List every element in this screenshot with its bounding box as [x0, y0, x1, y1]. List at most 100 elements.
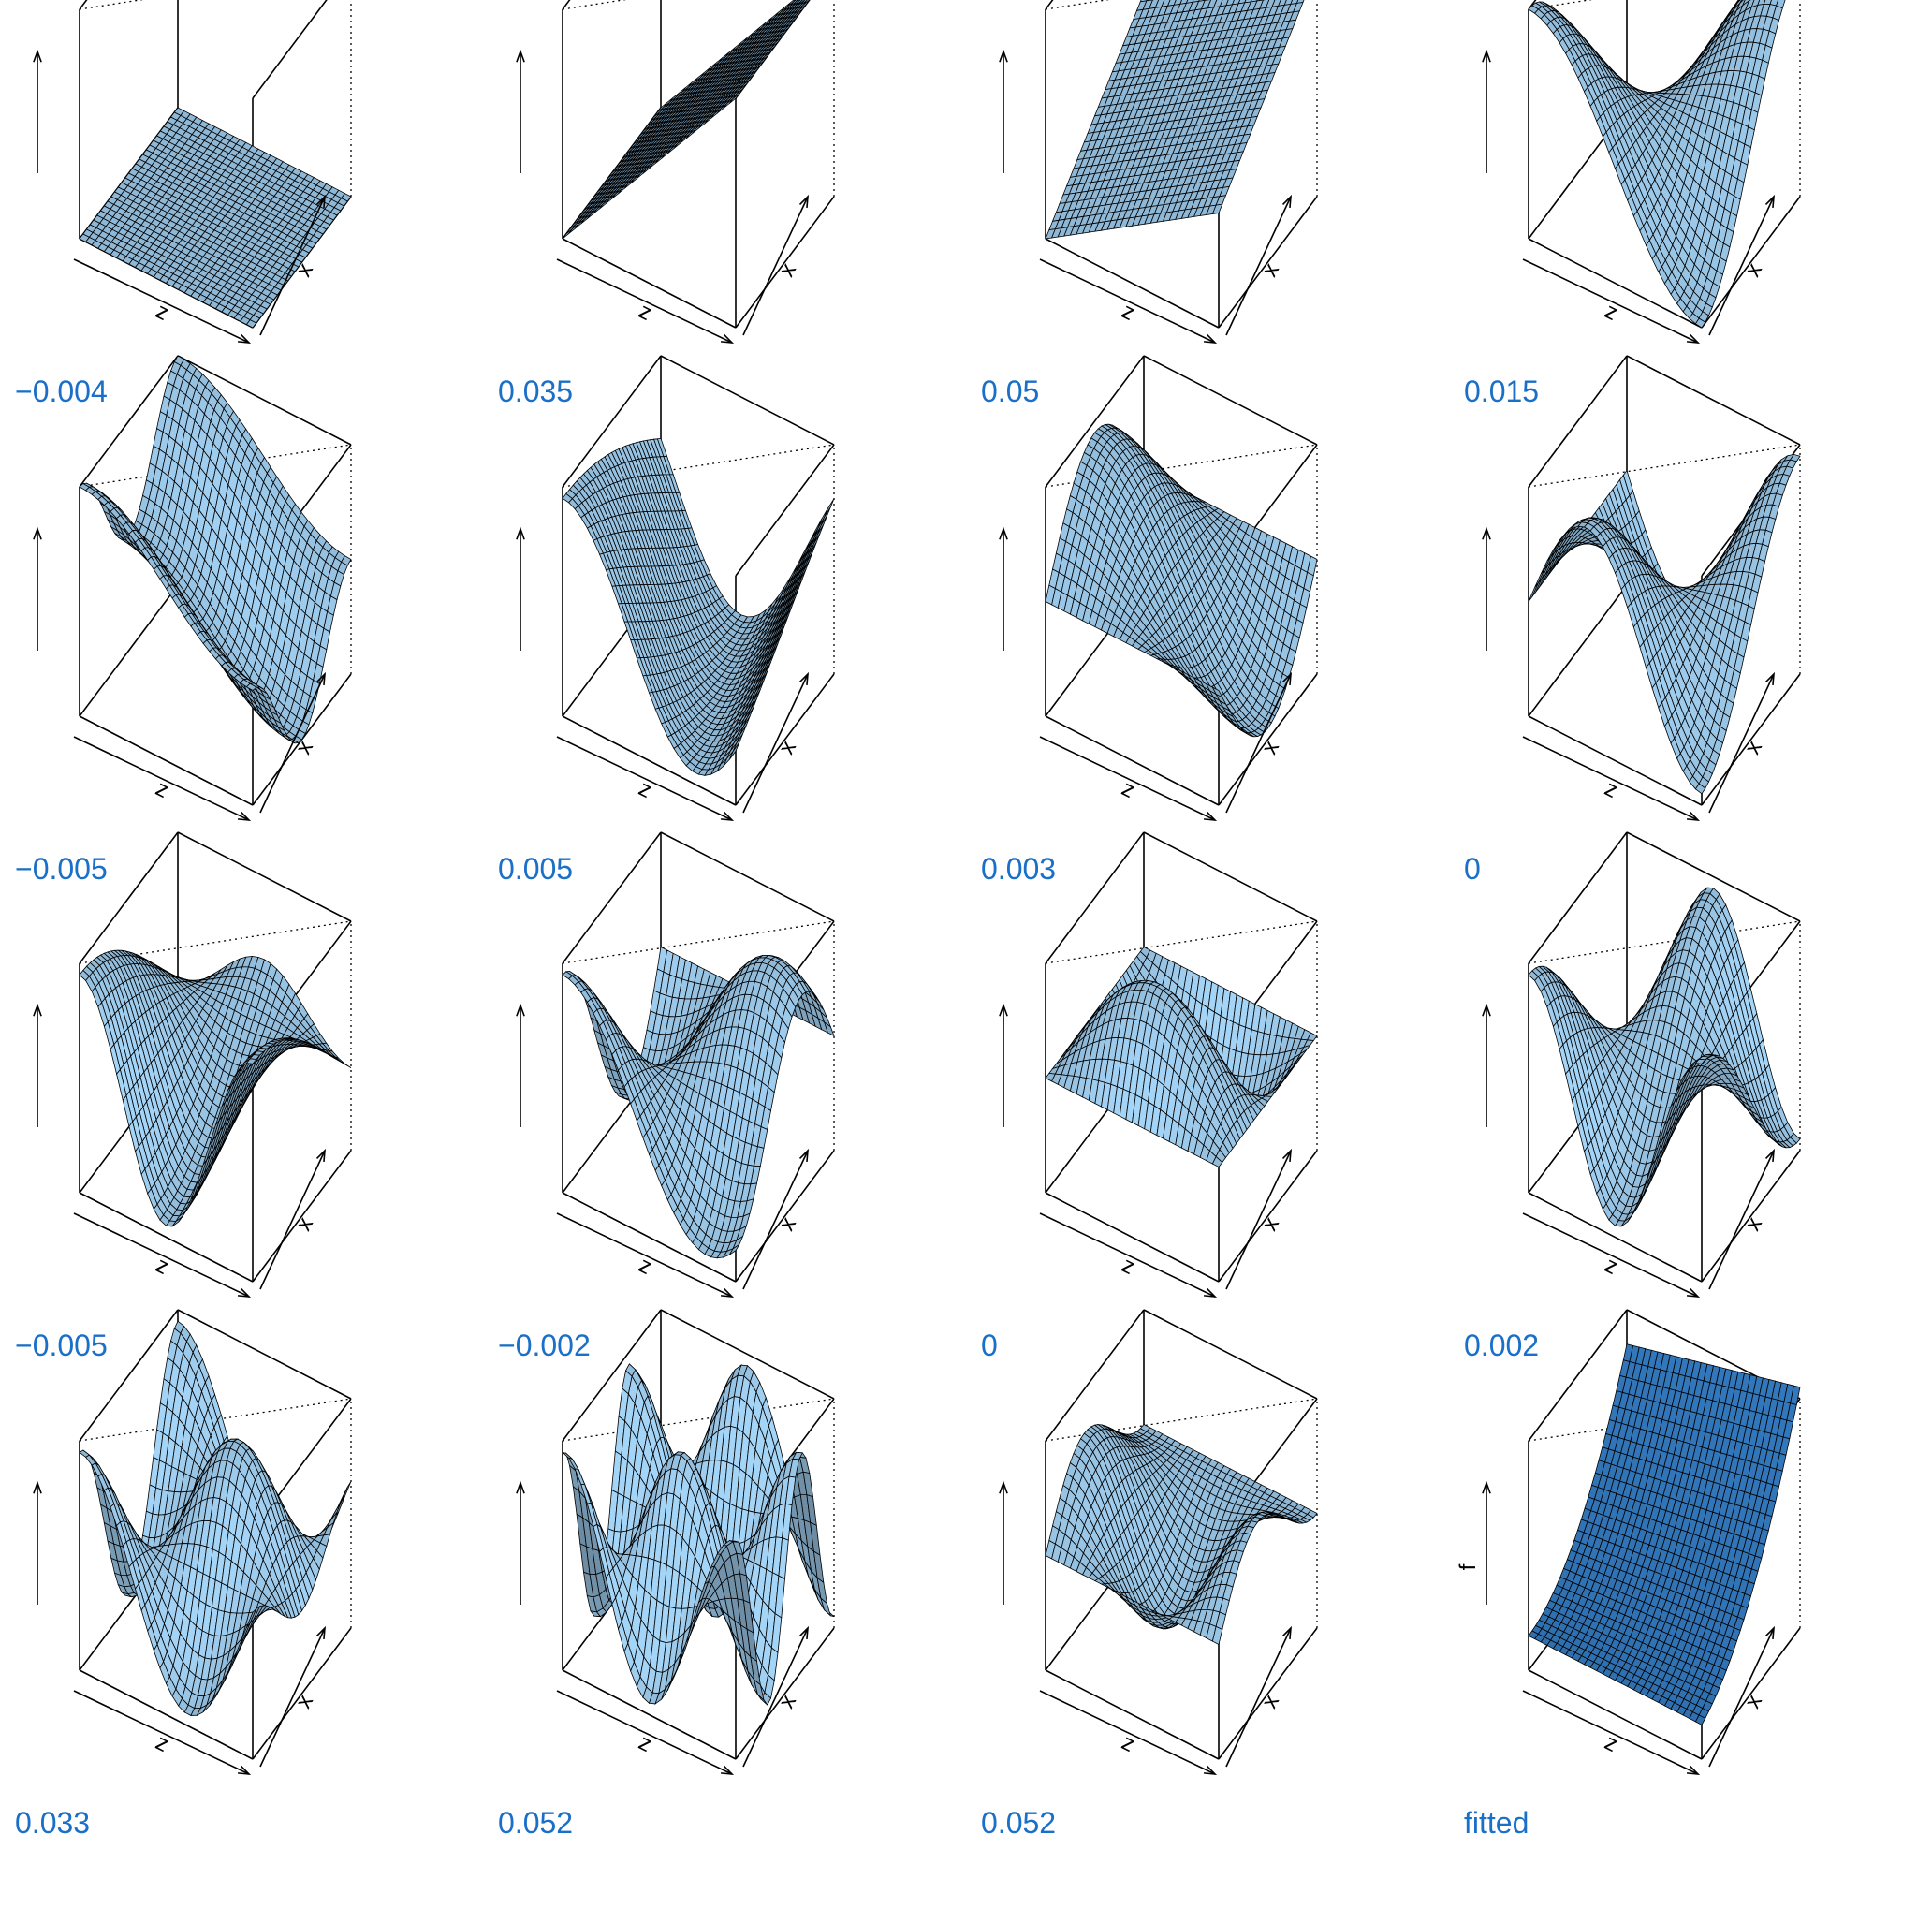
box-edge [1528, 1192, 1703, 1283]
surface-panel-10: z x −0.002 [483, 831, 966, 1431]
x-axis-arrow [742, 1150, 809, 1290]
x-axis-arrow-head [315, 1148, 326, 1163]
x-axis-label: x [1257, 736, 1284, 757]
surface-mesh [1045, 946, 1318, 1168]
x-axis-arrow [259, 1627, 326, 1767]
z-axis-arrow [1522, 1689, 1699, 1775]
coefficient-label: −0.004 [15, 374, 108, 408]
surface-plot: zx [1482, 831, 1801, 1299]
x-axis-arrow [742, 196, 809, 336]
surface-plot: zx [1482, 0, 1801, 345]
coefficient-label: −0.005 [15, 851, 108, 886]
f-axis-arrow-head [1482, 1480, 1491, 1494]
surface-plot: zx [33, 1308, 352, 1775]
box-edge-hidden [562, 1397, 835, 1442]
box-edge [562, 0, 571, 10]
box-edge-hidden [1528, 1397, 1801, 1442]
z-axis-arrow [1522, 258, 1699, 344]
z-axis-arrow-head [1686, 811, 1701, 821]
surface-panel-2: z x 0.035 [483, 0, 966, 477]
surface-panel-3: z x 0.05 [966, 0, 1449, 477]
z-axis-label: z [635, 299, 656, 327]
box-edge [1528, 1668, 1703, 1760]
surface-plot: zx [516, 354, 835, 821]
surface-mesh [79, 1320, 352, 1716]
surface-panel-7: z x 0.003 [966, 354, 1449, 954]
box-edge [1528, 238, 1703, 329]
f-axis-arrow-head [999, 49, 1008, 63]
surface-plot: zx [33, 0, 352, 345]
x-axis-label: x [1740, 736, 1767, 757]
surface-mesh [79, 949, 352, 1227]
x-axis-arrow [1708, 673, 1775, 813]
z-axis-arrow-head [237, 333, 252, 345]
x-axis-arrow [259, 673, 326, 813]
x-axis-arrow-head [798, 194, 809, 209]
x-axis-arrow-head [1764, 194, 1775, 209]
z-axis-label: z [1601, 775, 1622, 803]
box-edge [1701, 1150, 1801, 1283]
box-edge [1528, 1309, 1628, 1441]
x-axis-arrow-head [1281, 1148, 1292, 1163]
surface-mesh [562, 946, 835, 1259]
box-edge [79, 0, 88, 10]
x-axis-label: x [1257, 259, 1284, 281]
z-axis-label: z [152, 299, 173, 327]
x-axis-arrow [1225, 1150, 1292, 1290]
z-axis-arrow [1039, 258, 1216, 344]
box-edge [1143, 831, 1318, 922]
z-axis-arrow [556, 258, 733, 344]
x-axis-arrow [1708, 1150, 1775, 1290]
x-axis-label: x [774, 736, 801, 757]
box-edge [1701, 1627, 1801, 1759]
box-edge [562, 1309, 662, 1441]
surface-plot: zx [999, 0, 1318, 345]
z-axis-label: z [152, 1253, 173, 1281]
f-axis-arrow-head [999, 1480, 1008, 1494]
box-edge-hidden [79, 1397, 352, 1442]
surface-mesh [1528, 1343, 1801, 1725]
box-edge [562, 1668, 737, 1760]
box-edge-hidden [1045, 920, 1318, 964]
surface-panel-15: z x 0.052 [966, 1308, 1449, 1908]
box-edge [1701, 196, 1801, 329]
surface-plot: zx [516, 831, 835, 1299]
surface-plot: zx [33, 354, 352, 821]
surface-plot: zx [516, 0, 835, 345]
x-axis-arrow-head [1281, 671, 1292, 685]
surface-mesh [1045, 423, 1318, 737]
x-axis-arrow-head [315, 194, 326, 209]
f-axis-arrow-head [516, 526, 525, 540]
x-axis-arrow [1708, 1627, 1775, 1767]
box-edge [1528, 831, 1628, 964]
box-edge [1045, 1668, 1220, 1760]
x-axis-label: x [774, 259, 801, 281]
x-axis-arrow [259, 196, 326, 336]
coefficient-label: 0.015 [1464, 374, 1540, 408]
surface-plot: zx [516, 1308, 835, 1775]
box-edge [735, 196, 835, 329]
z-axis-arrow [1522, 1212, 1699, 1298]
x-axis-arrow-head [798, 1148, 809, 1163]
box-edge-hidden [1528, 443, 1801, 488]
z-axis-arrow [1039, 735, 1216, 821]
f-axis-arrow-head [33, 49, 42, 63]
z-axis-arrow-head [720, 333, 735, 345]
x-axis-arrow [1708, 196, 1775, 336]
z-axis-label: z [1118, 1253, 1139, 1281]
surface-plot: zx [999, 1308, 1318, 1775]
f-axis-arrow-head [33, 1003, 42, 1017]
box-edge [562, 238, 737, 329]
box-edge [735, 1150, 835, 1283]
box-edge [177, 1308, 352, 1400]
box-edge [252, 1627, 352, 1759]
f-axis-arrow-head [33, 1480, 42, 1494]
surface-mesh [1045, 0, 1305, 240]
coefficient-label: 0.05 [981, 374, 1040, 408]
f-axis-arrow-head [1482, 49, 1491, 63]
x-axis-arrow-head [1281, 194, 1292, 209]
z-axis-arrow [73, 1212, 250, 1298]
f-axis-label: f [1456, 1563, 1481, 1570]
box-edge-hidden [1045, 0, 1110, 10]
f-axis-arrow-head [33, 526, 42, 540]
